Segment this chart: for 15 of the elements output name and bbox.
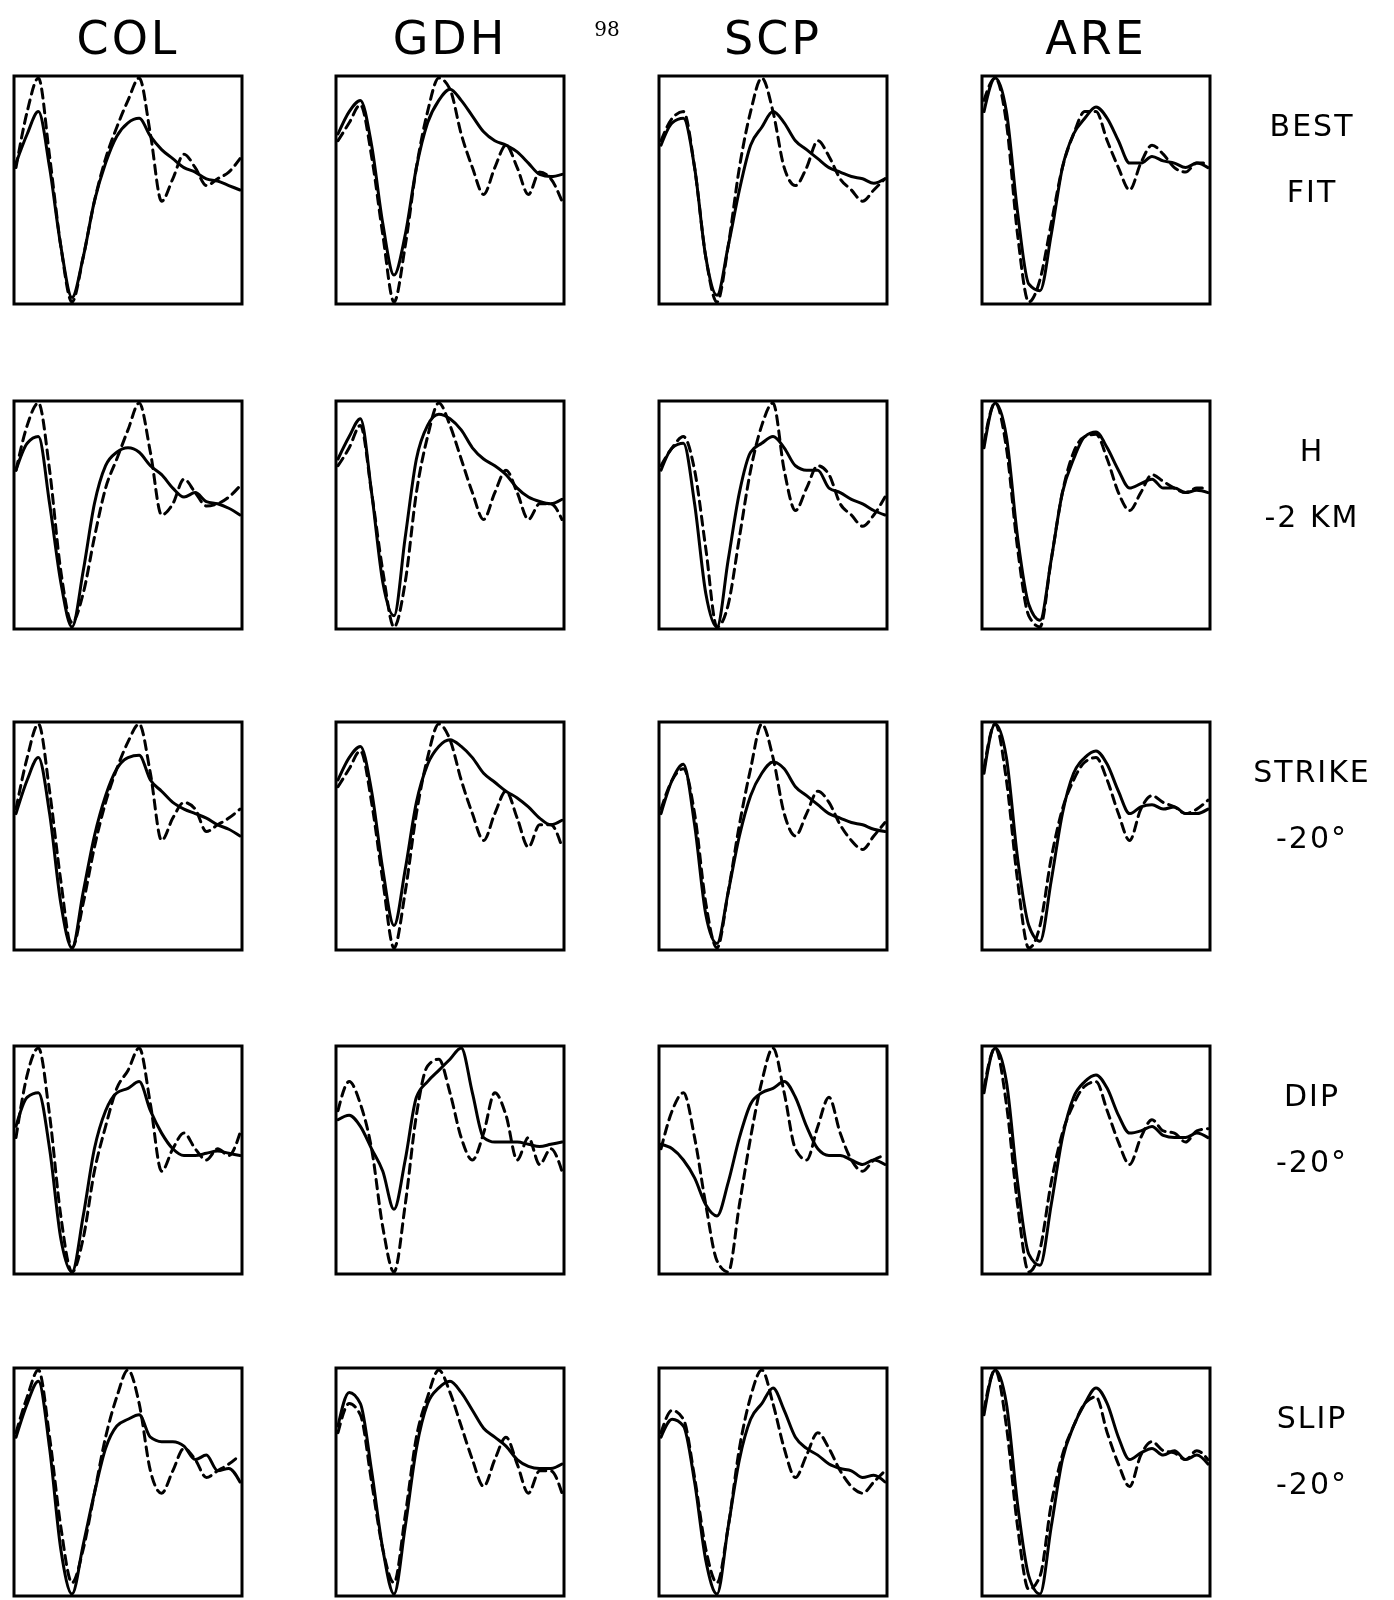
chart-title: GDH	[392, 11, 508, 65]
text: STRIKE	[1253, 754, 1371, 789]
text: DIP	[1283, 1078, 1341, 1113]
text: -2 KM	[1264, 499, 1360, 534]
text: FIT	[1286, 174, 1338, 209]
text: BEST	[1269, 108, 1355, 143]
text: -20°	[1276, 1466, 1348, 1501]
chart-title: COL	[76, 11, 180, 65]
chart-title: ARE	[1045, 11, 1147, 65]
chart-title: SCP	[723, 11, 823, 65]
text: H	[1299, 433, 1325, 468]
text: -20°	[1276, 820, 1348, 855]
text: 98	[594, 17, 620, 41]
text: -20°	[1276, 1144, 1348, 1179]
text: SLIP	[1276, 1400, 1348, 1435]
